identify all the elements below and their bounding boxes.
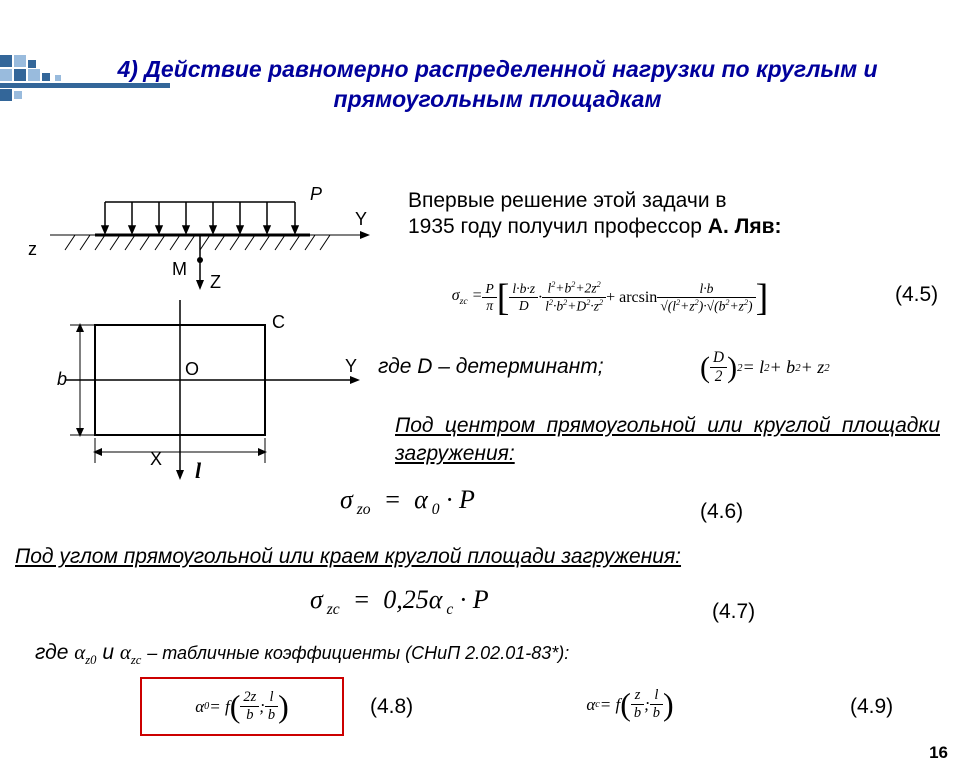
wa-prefix: где: [35, 641, 74, 664]
formula-4-6: σ zo = α 0 · P: [340, 485, 620, 519]
formula-d: ( D2 )2 = l2 + b2 + z2: [700, 340, 930, 395]
eq-number-4-7: (4.7): [712, 600, 755, 624]
eq-number-4-6: (4.6): [700, 500, 743, 524]
svg-text:b: b: [57, 369, 67, 389]
svg-text:C: C: [272, 312, 285, 332]
svg-text:M: M: [172, 259, 187, 279]
wa-s2: zc: [131, 653, 142, 667]
svg-text:Z: Z: [210, 272, 221, 292]
formula-4-9: αc = f ( zb; lb ): [540, 677, 720, 732]
under-corner-text: Под углом прямоугольной или краем кругло…: [15, 545, 940, 569]
corner-decoration: [0, 55, 170, 110]
eq-number-4-5: (4.5): [895, 283, 938, 307]
wa-s1: z0: [85, 653, 96, 667]
intro-line1: Впервые решение этой задачи в: [408, 189, 727, 212]
svg-text:Y: Y: [355, 209, 367, 229]
load-diagram: P Y z Z M O C Y X b l: [20, 180, 380, 480]
where-alpha-text: где αz0 и αzc – табличные коэффициенты (…: [35, 640, 935, 668]
wa-suffix: – табличные коэффициенты (СНиП 2.02.01-8…: [147, 643, 569, 663]
page-number: 16: [929, 743, 948, 763]
intro-text: Впервые решение этой задачи в 1935 году …: [408, 188, 948, 241]
formula-4-7: σ zc = 0,25α c · P: [310, 585, 650, 619]
formula-4-8: α0 = f ( 2zb; lb ): [140, 677, 344, 736]
intro-line2: 1935 году получил профессор: [408, 215, 708, 238]
slide-title: 4) Действие равномерно распределенной на…: [60, 55, 935, 115]
wa-a2: α: [120, 640, 131, 664]
under-center-text: Под центром прямоугольной или круглой пл…: [395, 412, 940, 469]
svg-text:Y: Y: [345, 356, 357, 376]
intro-author: А. Ляв:: [708, 215, 782, 238]
svg-text:z: z: [28, 239, 37, 259]
svg-text:O: O: [185, 359, 199, 379]
svg-text:l: l: [195, 458, 202, 480]
eq-number-4-9: (4.9): [850, 695, 893, 719]
svg-text:P: P: [310, 184, 322, 204]
where-d-text: где D – детерминант;: [378, 355, 604, 379]
formula-4-5: σzc = Pπ [ l·b·zD · l2+b2+2z2l2·b2+D2·z2…: [330, 265, 890, 330]
wa-mid: и: [102, 641, 120, 664]
eq-number-4-8: (4.8): [370, 695, 413, 719]
wa-a1: α: [74, 640, 85, 664]
